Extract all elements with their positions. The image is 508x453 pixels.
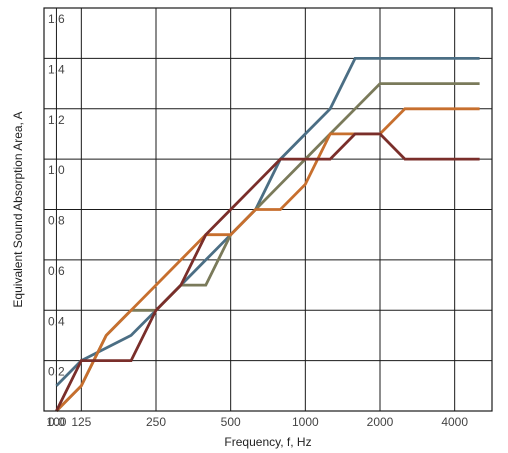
series-lines	[55, 57, 480, 412]
x-tick-label: 250	[146, 415, 166, 429]
x-tick-label: 4000	[441, 415, 468, 429]
x-tick-label: 1000	[292, 415, 319, 429]
x-tick-label: 2000	[367, 415, 394, 429]
y-tick-label: 1.0	[48, 163, 65, 177]
y-tick-label: 0.8	[48, 214, 65, 228]
y-tick-labels: 0.2 0.4 0.6 0.8 1.0 1.2 1.4 1.6	[48, 12, 65, 379]
x-tick-label: 125	[71, 415, 91, 429]
plot-frame	[43, 7, 493, 412]
y-tick-label: 1.6	[48, 12, 65, 26]
series-line-3	[55, 107, 480, 412]
y-tick-label: 1.2	[48, 113, 65, 127]
grid	[44, 7, 492, 411]
y-tick-label: 0.6	[48, 264, 65, 278]
y-tick-label: 0.2	[48, 365, 65, 379]
x-tick-label: 100	[46, 415, 66, 429]
y-axis-label: Equivalent Sound Absorption Area, A	[11, 111, 25, 307]
x-tick-label: 500	[221, 415, 241, 429]
x-origin-label: 0.0	[48, 415, 65, 429]
series-line-4	[55, 132, 480, 412]
x-axis-label: Frequency, f, Hz	[224, 435, 311, 449]
series-line-1	[55, 57, 480, 387]
y-tick-label: 0.4	[48, 314, 65, 328]
y-tick-label: 1.4	[48, 62, 65, 76]
